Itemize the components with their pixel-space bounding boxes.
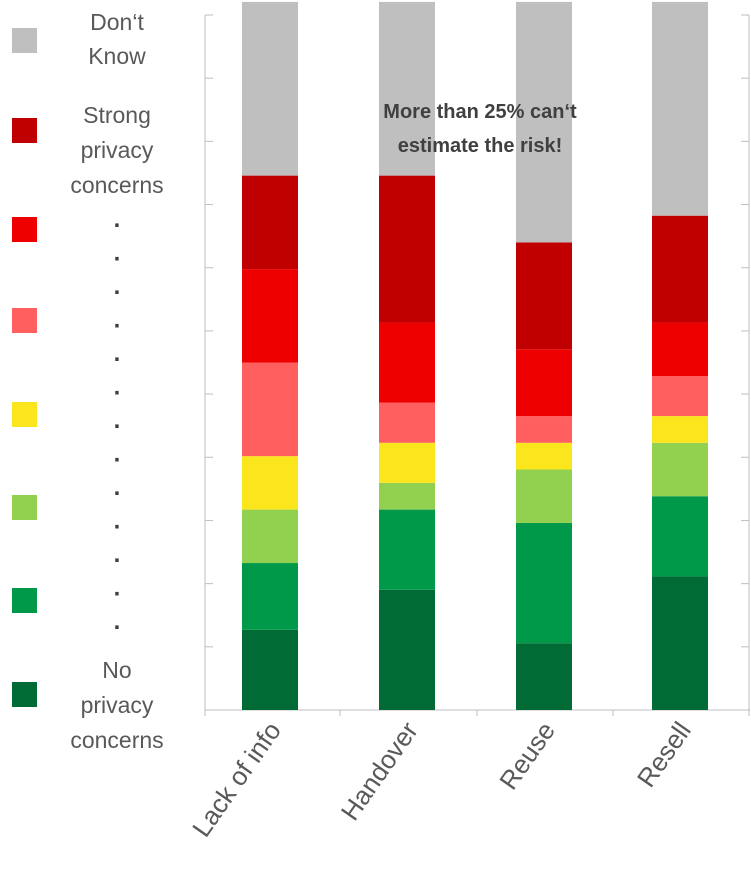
legend-label-line: Know: [88, 43, 146, 69]
bar-segment-3-7: [516, 242, 572, 350]
legend-dot: .: [114, 340, 121, 367]
bar-segment-2-1: [379, 589, 435, 710]
legend-dot: .: [114, 240, 121, 267]
legend-dot: .: [114, 508, 121, 535]
bar-segment-1-5: [242, 362, 298, 457]
chart-legend: Don‘t Know Strong privacy concerns No privacy c…: [12, 9, 164, 753]
bar-segment-1-8: [242, 1, 298, 176]
bar-segment-1-2: [242, 563, 298, 630]
bar-segment-3-3: [516, 469, 572, 523]
legend-label-line: privacy: [81, 137, 154, 163]
annotation-line-2: estimate the risk!: [398, 135, 563, 157]
bar-segment-1-1: [242, 629, 298, 710]
legend-dot: .: [114, 307, 121, 334]
bar-segment-2-3: [379, 482, 435, 510]
bar-segment-4-4: [652, 416, 708, 443]
bar-segment-3-5: [516, 416, 572, 443]
legend-dot: .: [114, 273, 121, 300]
bar-segment-2-8: [379, 1, 435, 176]
chart-bars: [242, 1, 708, 710]
bar-segment-2-4: [379, 442, 435, 483]
legend-swatch: [12, 402, 37, 427]
legend-dot: .: [114, 575, 121, 602]
bar-segment-4-3: [652, 442, 708, 497]
bar-segment-4-5: [652, 376, 708, 417]
bar-segment-4-2: [652, 496, 708, 577]
legend-label-line: Strong: [83, 102, 151, 128]
legend-dot: .: [114, 206, 121, 233]
bar-segment-1-4: [242, 456, 298, 510]
legend-swatch: [12, 495, 37, 520]
x-tick-label: Lack of info: [186, 716, 287, 842]
legend-swatch: [12, 682, 37, 707]
legend-swatch: [12, 118, 37, 143]
legend-swatch: [12, 588, 37, 613]
x-tick-label: Reuse: [493, 716, 561, 795]
legend-label-line: Don‘t: [90, 9, 144, 35]
bar-segment-2-7: [379, 175, 435, 323]
legend-label-line: concerns: [70, 727, 163, 753]
bar-segment-3-8: [516, 1, 572, 243]
legend-label-line: privacy: [81, 692, 154, 718]
legend-dot: .: [114, 407, 121, 434]
legend-dot: .: [114, 441, 121, 468]
bar-segment-2-2: [379, 509, 435, 590]
bar-segment-2-5: [379, 402, 435, 443]
bar-segment-4-1: [652, 576, 708, 710]
annotation-line-1: More than 25% can‘t: [383, 101, 577, 123]
bar-segment-1-6: [242, 269, 298, 363]
legend-label-line: concerns: [70, 172, 163, 198]
bar-segment-3-4: [516, 442, 572, 470]
bar-segment-4-6: [652, 322, 708, 376]
legend-swatch: [12, 28, 37, 53]
legend-swatch: [12, 308, 37, 333]
bar-segment-3-1: [516, 643, 572, 710]
legend-dot: .: [114, 374, 121, 401]
bar-segment-4-8: [652, 1, 708, 216]
bar-segment-2-6: [379, 322, 435, 403]
bar-segment-4-7: [652, 215, 708, 323]
bar-segment-3-6: [516, 349, 572, 417]
legend-dot: .: [114, 541, 121, 568]
legend-swatch: [12, 217, 37, 242]
legend-label-line: No: [102, 657, 131, 683]
x-tick-label: Handover: [335, 716, 424, 826]
x-tick-label: Resell: [631, 716, 697, 792]
bar-segment-1-7: [242, 175, 298, 270]
bar-segment-1-3: [242, 509, 298, 564]
x-tick-labels: Lack of info Handover Reuse Resell: [186, 716, 697, 842]
bar-segment-3-2: [516, 522, 572, 644]
legend-dot: .: [114, 608, 121, 635]
legend-dot: .: [114, 474, 121, 501]
